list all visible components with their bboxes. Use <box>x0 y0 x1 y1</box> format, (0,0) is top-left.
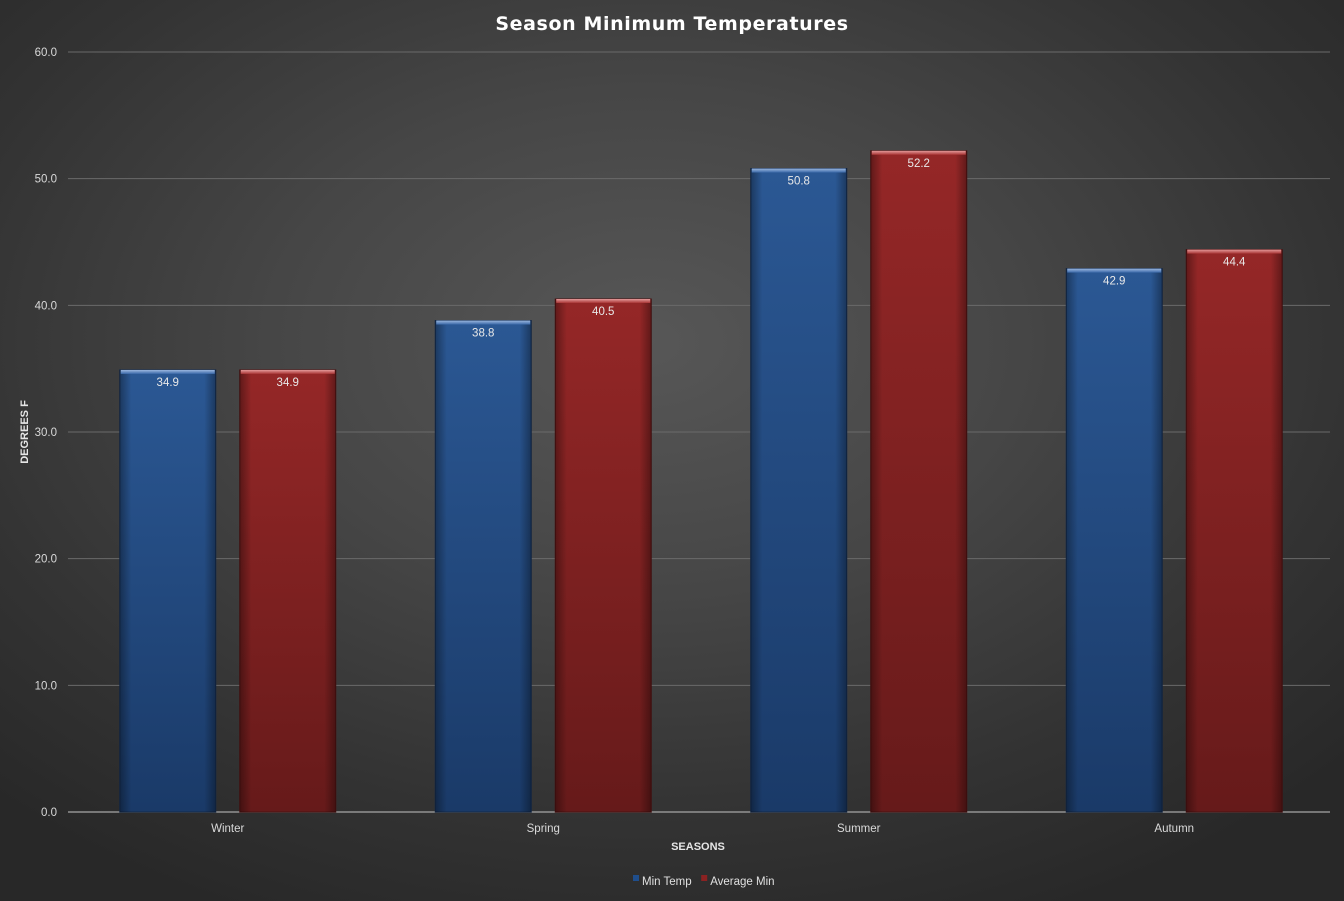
data-label: 40.5 <box>592 306 614 318</box>
data-label: 34.9 <box>277 377 299 389</box>
bar-cap <box>436 320 531 325</box>
bar-shading <box>555 299 652 812</box>
y-tick-label: 30.0 <box>35 427 57 439</box>
data-label: 44.4 <box>1223 257 1246 269</box>
bar-cap <box>556 299 651 303</box>
y-tick-label: 60.0 <box>35 47 57 59</box>
x-tick-label: Spring <box>527 823 560 835</box>
legend-label: Min Temp <box>642 876 692 888</box>
data-label: 34.9 <box>157 377 179 389</box>
bar-cap <box>871 150 966 155</box>
bars <box>119 150 1283 813</box>
bar-cap <box>1067 268 1162 273</box>
bar-shading <box>750 168 847 813</box>
bar-shading <box>1186 249 1283 813</box>
bar-shading <box>435 320 532 812</box>
bar-cap <box>751 168 846 173</box>
bar-cap <box>1187 249 1282 254</box>
bar-shading <box>239 369 336 812</box>
y-tick-label: 20.0 <box>35 554 57 566</box>
y-tick-label: 0.0 <box>41 807 57 819</box>
x-axis-ticks: Winter Spring Summer Autumn <box>211 823 1194 835</box>
bar-cap <box>120 369 215 374</box>
x-axis-title: SEASONS <box>671 841 725 853</box>
x-tick-label: Autumn <box>1154 823 1194 835</box>
y-tick-label: 50.0 <box>35 174 57 186</box>
data-label: 42.9 <box>1103 276 1125 288</box>
data-label: 52.2 <box>908 158 930 170</box>
chart-title: Season Minimum Temperatures <box>495 13 848 35</box>
data-label: 38.8 <box>472 328 494 340</box>
y-axis-title: DEGREES F <box>19 400 31 464</box>
legend-label: Average Min <box>710 876 774 888</box>
bar-shading <box>1066 268 1163 813</box>
data-labels: 34.9 34.9 38.8 40.5 50.8 52.2 42.9 44.4 <box>157 158 1246 389</box>
legend-swatch <box>633 875 639 881</box>
legend-swatch <box>701 875 708 881</box>
y-axis-ticks: 0.0 10.0 20.0 30.0 40.0 50.0 60.0 <box>35 47 57 819</box>
data-label: 50.8 <box>788 176 810 188</box>
bar-shading <box>119 369 216 812</box>
x-tick-label: Winter <box>211 823 244 835</box>
bar-cap <box>240 369 335 374</box>
legend: Min Temp Average Min <box>633 875 775 888</box>
x-tick-label: Summer <box>837 823 881 835</box>
y-tick-label: 40.0 <box>35 300 57 312</box>
y-tick-label: 10.0 <box>35 680 57 692</box>
bar-shading <box>870 150 967 813</box>
